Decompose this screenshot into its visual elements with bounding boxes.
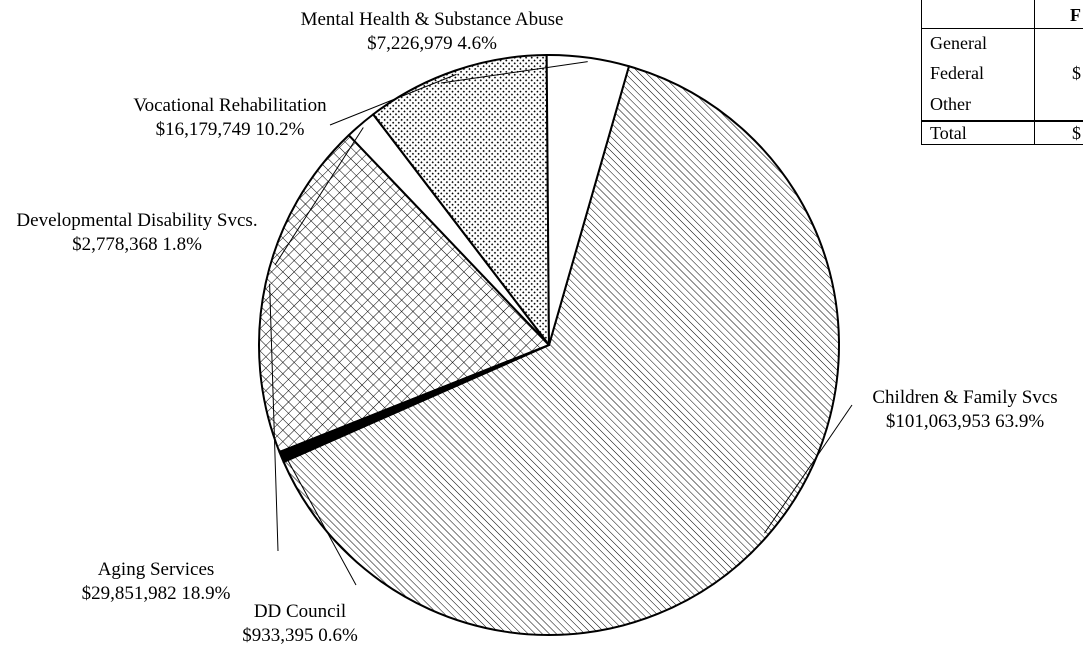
- slice-value-label: $29,851,982 18.9%: [82, 583, 231, 604]
- funds-row-value: $: [1072, 63, 1081, 83]
- slice-value-label: $2,778,368 1.8%: [72, 234, 202, 255]
- leader-line: [329, 73, 457, 126]
- table-divider: [922, 28, 1083, 29]
- pie-slice-mental-health-substance-abuse: [545, 54, 630, 346]
- pie-slice-children-family-svcs: [282, 65, 840, 636]
- leader-line: [284, 455, 357, 586]
- slice-value-label: $933,395 0.6%: [242, 625, 358, 646]
- slice-value-label: $7,226,979 4.6%: [367, 33, 497, 54]
- pie-slices: [257, 54, 840, 636]
- table-divider: [922, 120, 1083, 122]
- funds-total-label: Total: [930, 123, 967, 143]
- slice-label: Aging Services: [98, 559, 215, 580]
- funds-row-label: Other: [930, 94, 971, 114]
- leader-line: [274, 127, 364, 266]
- slice-label: Vocational Rehabilitation: [133, 95, 327, 116]
- slice-label: Children & Family Svcs: [872, 387, 1057, 408]
- funds-table-header: F: [1070, 5, 1081, 25]
- funds-total-value: $: [1072, 123, 1081, 143]
- funds-row-label: General: [930, 33, 987, 53]
- leader-line: [269, 283, 279, 552]
- pie-slice-vocational-rehabilitation: [372, 54, 550, 346]
- funds-row-label: Federal: [930, 63, 984, 83]
- slice-labels: Children & Family Svcs $101,063,953 63.9%…: [16, 9, 1057, 646]
- slice-label: DD Council: [254, 601, 346, 622]
- leader-line: [440, 61, 588, 84]
- slice-label: Developmental Disability Svcs.: [16, 210, 257, 231]
- pie-slice-aging-services: [257, 134, 550, 453]
- funds-table: F General Federal $ Other Total $: [921, 0, 1083, 145]
- slice-label: Mental Health & Substance Abuse: [301, 9, 564, 30]
- leader-lines: [269, 61, 853, 586]
- slice-value-label: $101,063,953 63.9%: [886, 411, 1045, 432]
- slice-value-label: $16,179,749 10.2%: [156, 119, 305, 140]
- table-divider: [1034, 0, 1035, 144]
- leader-line: [764, 404, 853, 534]
